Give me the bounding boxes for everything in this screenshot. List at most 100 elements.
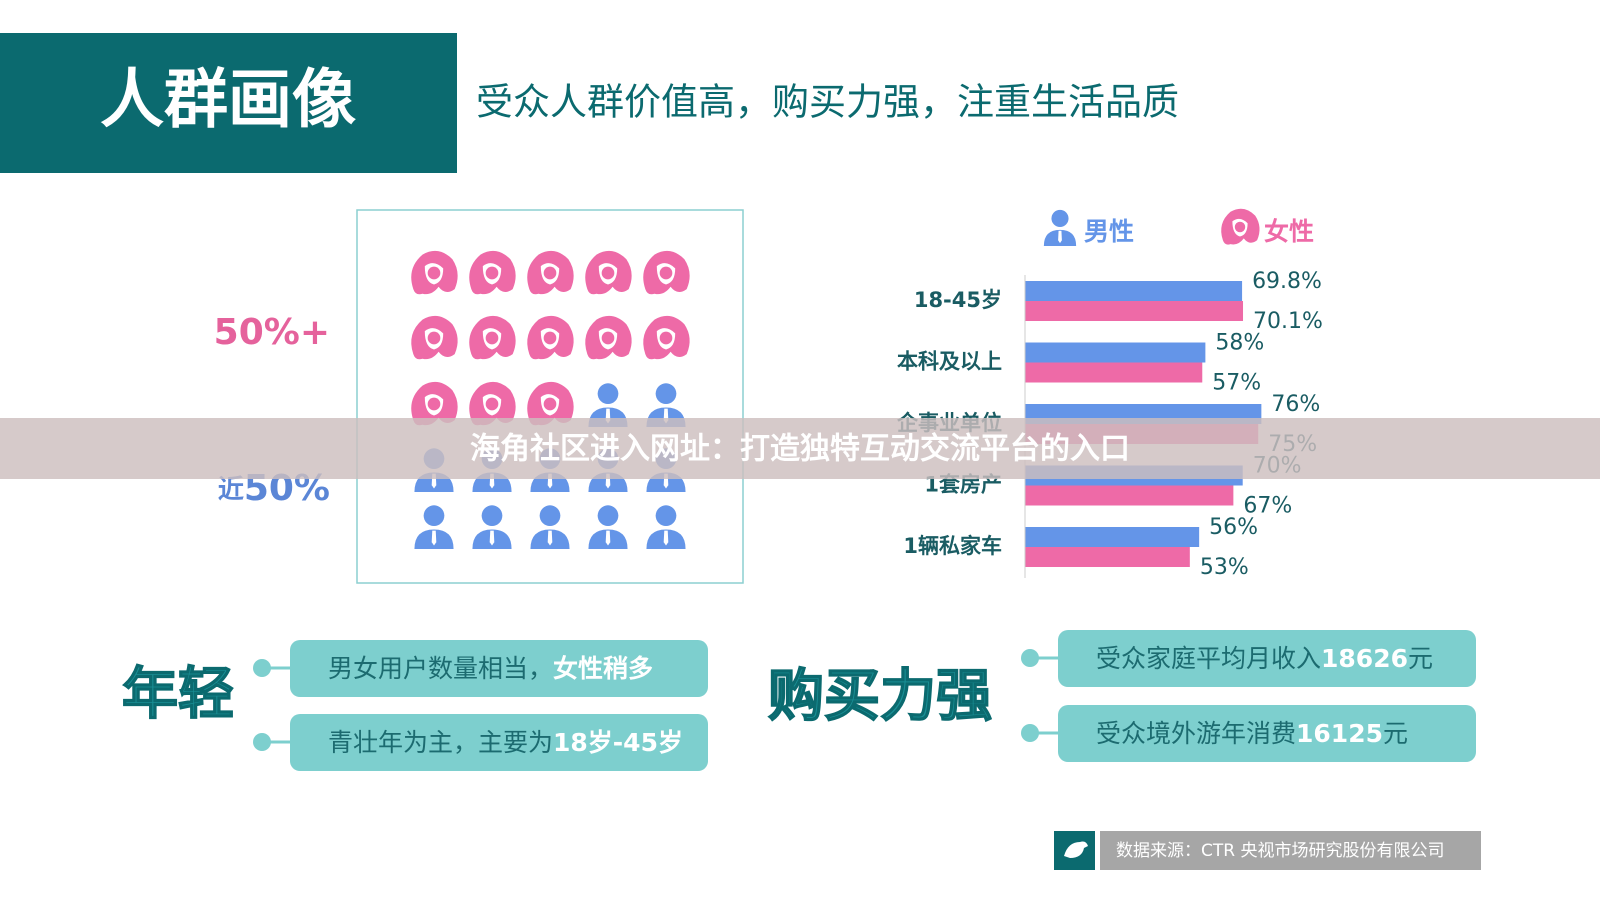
callout-pill: [1058, 705, 1476, 762]
legend-label: 男性: [1084, 217, 1134, 246]
face-inner: [485, 331, 499, 345]
source-text: 数据来源：CTR 央视市场研究股份有限公司: [1116, 841, 1444, 861]
value-label: 58%: [1215, 331, 1264, 356]
face-inner: [485, 397, 499, 411]
face-inner: [601, 331, 615, 345]
male-share-prefix: 近: [218, 475, 244, 505]
source-bar: [1100, 831, 1481, 870]
tie: [431, 530, 437, 546]
callout-text: 青壮年为主，主要为18岁-45岁: [328, 728, 683, 757]
people-icons: [411, 250, 690, 549]
female-icon: [411, 250, 458, 295]
header-title: 人群画像: [100, 64, 356, 138]
bird-icon: [1064, 841, 1088, 858]
face-inner: [427, 397, 441, 411]
female-icon: [411, 315, 458, 360]
header-subtitle: 受众人群价值高，购买力强，注重生活品质: [476, 81, 1179, 124]
category-label: 本科及以上: [897, 350, 1002, 374]
callout-text: 受众境外游年消费16125元: [1096, 719, 1408, 748]
bar-chart: 男性女性18-45岁69.8%70.1%本科及以上58%57%企事业单位76%7…: [896, 208, 1323, 580]
header-block: [0, 33, 457, 173]
callout-suffix: 元: [1383, 719, 1408, 748]
face-inner: [601, 266, 615, 280]
head: [423, 505, 445, 526]
bar: [1025, 301, 1244, 321]
male-icon: [646, 505, 686, 549]
bar: [1025, 342, 1206, 363]
female-icon: [585, 250, 632, 295]
female-icon: [469, 315, 516, 360]
connector-dot: [1021, 724, 1039, 742]
callout-plain: 男女用户数量相当，: [328, 654, 553, 683]
callout-highlight: 18岁-45岁: [553, 728, 683, 757]
female-icon: [585, 315, 632, 360]
female-icon: [527, 381, 574, 426]
head: [655, 505, 677, 526]
tie: [605, 530, 611, 546]
tie: [547, 530, 553, 546]
female-icon: [1221, 208, 1260, 245]
female-icon: [527, 250, 574, 295]
callout-highlight: 女性稍多: [553, 654, 653, 683]
male-icon: [472, 505, 512, 549]
female-icon: [643, 250, 690, 295]
male-icon: [414, 505, 454, 549]
tie: [1058, 230, 1062, 244]
connector-dot: [253, 659, 271, 677]
callout-pill: [1058, 630, 1476, 687]
female-icon: [469, 250, 516, 295]
face-inner: [659, 331, 673, 345]
tie: [663, 530, 669, 546]
head: [597, 505, 619, 526]
female-icon: [411, 381, 458, 426]
male-icon: [588, 505, 628, 549]
category-label: 18-45岁: [914, 288, 1002, 312]
young-title: 年轻: [122, 662, 234, 727]
face-inner: [543, 397, 557, 411]
bar: [1025, 485, 1234, 506]
face-inner: [1234, 221, 1246, 233]
callout-suffix: 元: [1408, 644, 1433, 673]
callout-plain: 青壮年为主，主要为: [328, 728, 553, 757]
male-icon: [1043, 209, 1077, 246]
connector-dot: [1021, 649, 1039, 667]
face-inner: [543, 331, 557, 345]
face-inner: [485, 266, 499, 280]
callouts: 男女用户数量相当，女性稍多青壮年为主，主要为18岁-45岁受众家庭平均月收入18…: [253, 630, 1476, 771]
callout-plain: 受众家庭平均月收入: [1096, 644, 1321, 673]
value-label: 57%: [1212, 371, 1261, 396]
bar: [1025, 547, 1190, 567]
callout-plain: 受众境外游年消费: [1096, 719, 1296, 748]
banner: [0, 418, 1600, 479]
head: [1051, 209, 1069, 227]
callout-highlight: 18626: [1321, 644, 1408, 673]
value-label: 76%: [1271, 392, 1320, 417]
face-inner: [659, 266, 673, 280]
spending-title: 购买力强: [768, 664, 992, 729]
head: [539, 505, 561, 526]
callout-pill: [290, 640, 708, 697]
head: [481, 505, 503, 526]
value-label: 56%: [1209, 515, 1258, 540]
callout-highlight: 16125: [1296, 719, 1383, 748]
value-label: 67%: [1243, 494, 1292, 519]
female-icon: [469, 381, 516, 426]
value-label: 70.1%: [1253, 309, 1323, 334]
bar: [1025, 281, 1243, 301]
banner-text: 海角社区进入网址：打造独特互动交流平台的入口: [470, 432, 1130, 467]
face-inner: [427, 331, 441, 345]
callout-text: 男女用户数量相当，女性稍多: [328, 654, 653, 683]
people-box: [356, 209, 744, 584]
face-inner: [427, 266, 441, 280]
face-inner: [543, 266, 557, 280]
head: [597, 383, 619, 404]
callout-pill: [290, 714, 708, 771]
head: [655, 383, 677, 404]
value-label: 69.8%: [1252, 269, 1322, 294]
callout-text: 受众家庭平均月收入18626元: [1096, 644, 1433, 673]
female-icon: [643, 315, 690, 360]
legend-label: 女性: [1264, 217, 1314, 246]
male-icon: [530, 505, 570, 549]
